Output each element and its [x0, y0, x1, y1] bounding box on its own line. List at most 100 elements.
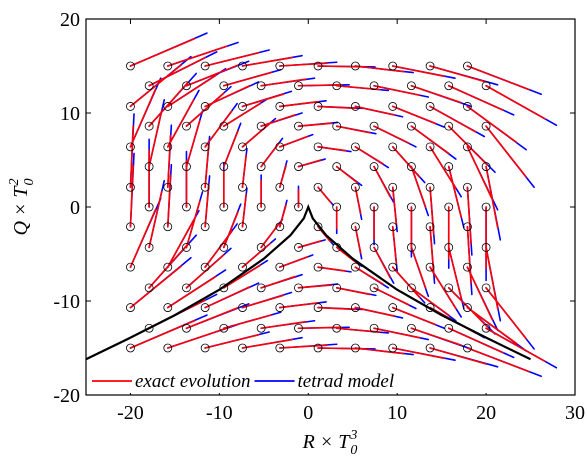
trajectory — [204, 144, 210, 189]
start-point — [238, 102, 247, 111]
start-point — [144, 243, 154, 252]
start-point — [200, 102, 210, 111]
start-point — [126, 303, 135, 312]
start-point — [332, 81, 342, 91]
start-point — [313, 102, 323, 111]
start-point — [256, 162, 266, 171]
start-point — [219, 243, 229, 252]
start-point — [481, 162, 491, 171]
trajectory — [129, 125, 134, 189]
trajectory — [447, 125, 488, 166]
trajectory — [204, 110, 233, 148]
x-tick-label: 0 — [303, 402, 313, 424]
trajectory — [447, 165, 462, 219]
start-point — [463, 61, 472, 71]
start-point — [163, 182, 173, 192]
trajectory — [241, 294, 285, 309]
trajectory — [223, 264, 262, 289]
trajectory — [260, 114, 296, 127]
start-point — [332, 323, 342, 333]
start-point — [388, 61, 398, 71]
trajectory — [410, 125, 450, 155]
start-point — [407, 243, 416, 252]
trajectory — [485, 84, 546, 120]
start-point — [256, 81, 266, 91]
start-point — [256, 243, 266, 252]
start-point — [481, 323, 491, 333]
trajectory — [410, 287, 450, 316]
trajectory — [148, 81, 190, 127]
start-point — [275, 303, 285, 312]
trajectory — [485, 287, 527, 340]
y-label-sub: 0 — [22, 178, 37, 185]
start-point — [369, 81, 379, 91]
trajectory — [466, 186, 472, 245]
start-point — [163, 61, 173, 71]
start-point — [388, 142, 398, 152]
start-point — [463, 102, 472, 111]
trajectory — [129, 209, 157, 268]
start-point — [388, 102, 398, 111]
start-point — [350, 262, 360, 272]
y-tick-label: 20 — [60, 9, 80, 31]
trajectory — [391, 105, 437, 125]
start-point — [200, 262, 210, 272]
trajectory — [429, 186, 435, 236]
trajectory — [148, 191, 163, 249]
start-point — [369, 323, 379, 333]
trajectory — [297, 122, 333, 127]
start-point — [313, 343, 323, 353]
start-point — [275, 222, 285, 232]
start-point — [294, 243, 303, 252]
start-point — [294, 162, 303, 171]
trajectory — [129, 164, 134, 228]
trajectory — [410, 327, 462, 346]
start-point — [163, 142, 173, 152]
start-point — [313, 262, 323, 272]
trajectory — [447, 327, 504, 354]
trajectory — [466, 105, 518, 143]
start-point — [407, 202, 416, 212]
trajectory — [204, 334, 260, 349]
trajectory — [241, 56, 294, 67]
trajectory — [166, 45, 228, 67]
trajectory — [297, 284, 333, 289]
start-point — [444, 283, 454, 293]
trajectory — [260, 275, 296, 289]
trajectory — [279, 100, 319, 108]
y-tick-label: 10 — [60, 103, 80, 125]
trajectory — [279, 302, 319, 309]
trajectory — [241, 93, 285, 108]
x-tick-label: 30 — [565, 402, 585, 424]
start-point — [444, 81, 454, 91]
start-point — [407, 323, 416, 333]
trajectory — [279, 256, 309, 268]
trajectory — [391, 347, 446, 360]
start-point — [388, 182, 398, 192]
y-tick-label: -10 — [53, 291, 80, 313]
start-point — [219, 323, 229, 333]
start-point — [425, 222, 435, 232]
start-point — [238, 182, 247, 192]
trajectory — [335, 287, 371, 296]
trajectory — [317, 186, 332, 204]
x-label-base: R × T — [302, 431, 352, 453]
trajectory — [335, 84, 381, 91]
start-point — [369, 121, 379, 131]
start-point — [200, 182, 210, 192]
trajectory — [223, 314, 272, 330]
trajectory — [185, 92, 225, 127]
start-point — [294, 121, 303, 131]
start-point — [238, 142, 247, 152]
trajectory — [391, 146, 421, 178]
trajectory — [166, 134, 172, 189]
start-point — [407, 162, 416, 171]
legend-label: tetrad model — [298, 371, 395, 392]
trajectory — [447, 246, 462, 299]
start-point — [444, 202, 454, 212]
start-point — [219, 283, 229, 293]
plot-marks — [86, 32, 558, 378]
trajectory — [485, 327, 546, 362]
x-tick-label: -20 — [117, 402, 144, 424]
